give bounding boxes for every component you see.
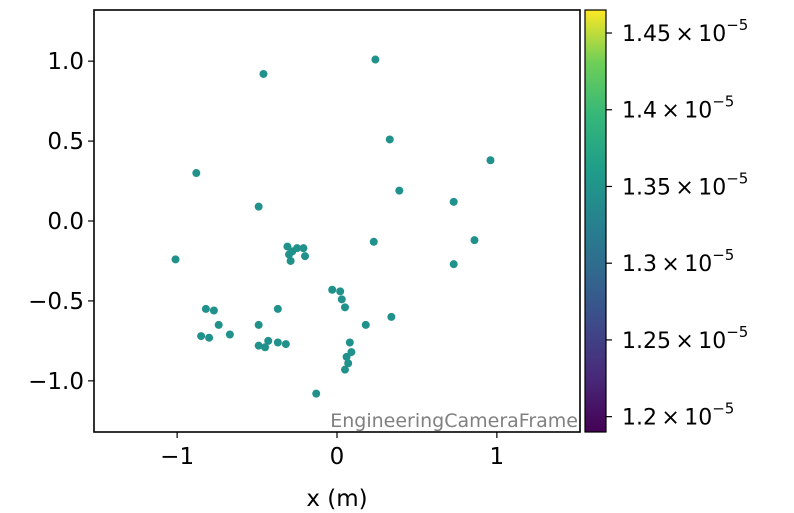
data-point-24: [387, 312, 396, 321]
data-point-25: [361, 320, 370, 329]
y-tick-label: 1.0: [47, 49, 84, 75]
data-point-12: [449, 260, 458, 269]
colorbar: [584, 9, 607, 433]
x-tick-label: 1: [490, 444, 505, 470]
data-point-30: [254, 320, 263, 329]
data-point-36: [281, 340, 290, 349]
data-point-33: [225, 330, 234, 339]
data-point-11: [171, 255, 180, 264]
data-point-18: [286, 256, 295, 265]
data-point-37: [254, 341, 263, 350]
y-tick-label: 0.0: [47, 209, 84, 235]
data-point-5: [192, 169, 201, 178]
y-tick-label: −1.0: [28, 369, 84, 395]
data-point-9: [369, 237, 378, 246]
data-point-27: [209, 306, 218, 315]
data-point-28: [273, 304, 282, 313]
data-point-2: [371, 55, 380, 64]
data-point-16: [299, 244, 308, 253]
colorbar-tick-label: 1.3 × 10−5: [622, 246, 734, 277]
data-point-29: [214, 320, 223, 329]
data-point-38: [261, 343, 270, 352]
x-tick-label: −1: [160, 444, 194, 470]
y-tick-label: 0.5: [47, 129, 84, 155]
colorbar-tick-label: 1.4 × 10−5: [622, 93, 734, 124]
y-tick-label: −0.5: [28, 289, 84, 315]
x-axis-label: x (m): [306, 486, 367, 512]
data-point-6: [395, 186, 404, 195]
data-point-23: [340, 303, 349, 312]
colorbar-tick-label: 1.25 × 10−5: [622, 323, 748, 354]
x-tick-label: 0: [330, 444, 345, 470]
data-point-22: [337, 295, 346, 304]
data-point-42: [344, 359, 353, 368]
data-point-32: [205, 333, 214, 342]
colorbar-ticks: 1.2 × 10−51.25 × 10−51.3 × 10−51.35 × 10…: [606, 16, 748, 431]
data-point-43: [340, 365, 349, 374]
data-point-7: [449, 197, 458, 206]
data-point-20: [328, 285, 337, 294]
data-point-21: [336, 287, 345, 296]
data-point-10: [470, 236, 479, 245]
data-point-31: [197, 332, 206, 341]
data-point-17: [285, 250, 294, 259]
annotation-label: EngineeringCameraFrame: [330, 410, 578, 432]
data-point-4: [486, 156, 495, 165]
data-point-41: [342, 352, 351, 361]
data-point-26: [201, 304, 210, 313]
x-axis-ticks: −1 0 1: [160, 432, 504, 470]
data-point-8: [254, 202, 263, 211]
data-point-3: [385, 135, 394, 144]
data-point-15: [293, 244, 302, 253]
data-point-35: [273, 338, 282, 347]
data-points: [171, 55, 495, 398]
data-point-44: [312, 389, 321, 398]
plot-frame: [93, 9, 581, 433]
data-point-1: [259, 69, 268, 78]
data-point-34: [264, 336, 273, 345]
data-point-19: [301, 252, 310, 261]
y-axis-ticks: −1.0 −0.5 0.0 0.5 1.0: [28, 49, 94, 395]
data-point-39: [345, 338, 354, 347]
